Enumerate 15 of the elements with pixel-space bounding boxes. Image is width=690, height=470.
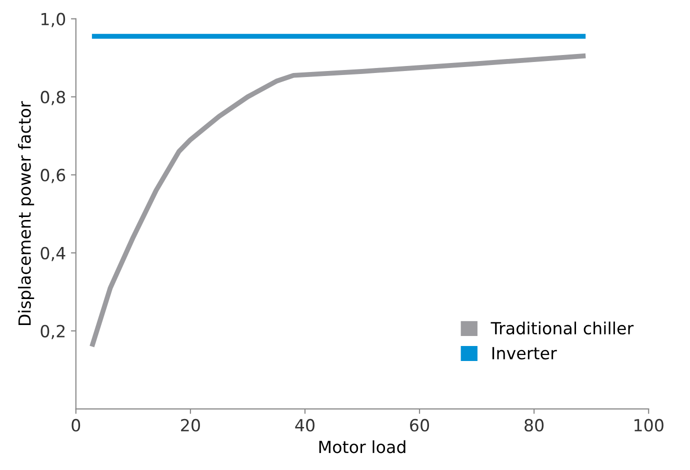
- x-axis-title: Motor load: [319, 440, 406, 454]
- y-tick-label: 0,2: [40, 324, 65, 340]
- x-tick-label: 40: [295, 418, 314, 432]
- y-tick-label: 0,8: [40, 90, 66, 106]
- x-tick-label: 60: [410, 418, 430, 432]
- x-tick-label: 100: [634, 418, 664, 432]
- y-tick-label: 0,4: [40, 246, 66, 262]
- legend-label: Inverter: [492, 347, 557, 360]
- y-tick-label: 1,0: [42, 12, 66, 28]
- x-tick-label: 20: [181, 418, 200, 432]
- y-axis-title: Displacement power factor: [18, 101, 34, 325]
- x-tick-label: 80: [524, 418, 544, 432]
- x-tick-label: 0: [72, 418, 80, 432]
- legend-label: Traditional chiller: [490, 322, 634, 334]
- y-tick-label: 0,6: [40, 168, 66, 184]
